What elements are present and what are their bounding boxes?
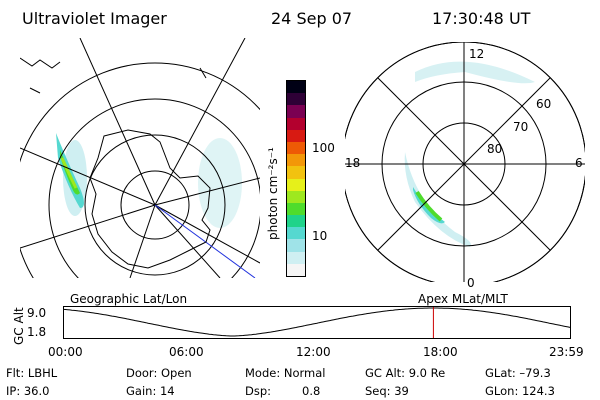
colorbar-segment	[287, 251, 305, 264]
timeline-xtick-2359: 23:59	[549, 345, 584, 359]
colorbar-segment	[287, 129, 305, 142]
right-panel-name: Apex MLat/MLT	[418, 292, 508, 306]
mlat-label-70: 70	[513, 120, 529, 134]
colorbar-segment	[287, 178, 305, 191]
colorbar-segment	[287, 141, 305, 155]
glon-info: GLon: 124.3	[485, 384, 555, 398]
instrument-title: Ultraviolet Imager	[22, 9, 167, 28]
timeline-ylabel: GC Alt	[12, 307, 26, 345]
timeline-xtick-0600: 06:00	[169, 345, 204, 359]
glat-info: GLat: –79.3	[485, 366, 551, 380]
colorbar	[286, 80, 306, 277]
mlt-label-6: 6	[575, 156, 583, 170]
colorbar-segment	[287, 81, 305, 94]
orbit-altitude-plot	[63, 306, 571, 339]
time-label: 17:30:48 UT	[432, 9, 531, 28]
colorbar-segment	[287, 239, 305, 252]
continent-outline	[89, 129, 211, 269]
mode-info: Mode: Normal	[245, 366, 326, 380]
timeline-xtick-0000: 00:00	[48, 345, 83, 359]
colorbar-segment	[287, 166, 305, 179]
mlt-label-12: 12	[469, 47, 485, 61]
left-panel-name: Geographic Lat/Lon	[70, 292, 188, 306]
colorbar-segment	[287, 154, 305, 167]
mlt-label-18: 18	[345, 156, 361, 170]
seq-info: Seq: 39	[365, 384, 409, 398]
timeline-ytick-max: 9.0	[27, 306, 47, 320]
colorbar-segment	[287, 202, 305, 216]
date-label: 24 Sep 07	[271, 9, 353, 28]
colorbar-tick-10: 10	[312, 229, 328, 243]
gain-info: Gain: 14	[126, 384, 175, 398]
ip-info: IP: 36.0	[6, 384, 50, 398]
mlt-label-0: 0	[467, 276, 475, 290]
colorbar-unit-label: photon cm⁻²s⁻¹	[266, 147, 280, 240]
dsp-value: 0.8	[302, 384, 321, 398]
geographic-map	[20, 38, 260, 278]
aurora-emission-left	[56, 133, 242, 228]
timeline-xtick-1800: 18:00	[423, 345, 458, 359]
altitude-curve	[63, 307, 571, 337]
timeline-xtick-1200: 12:00	[296, 345, 331, 359]
magnetic-polar-plot	[345, 42, 585, 282]
colorbar-segment	[287, 93, 305, 106]
colorbar-segment	[287, 263, 305, 276]
colorbar-segment	[287, 105, 305, 118]
colorbar-segment	[287, 190, 305, 203]
gc-alt-info: GC Alt: 9.0 Re	[365, 366, 446, 380]
timeline-ytick-min: 1.8	[27, 325, 47, 339]
colorbar-segment	[287, 227, 305, 240]
filter-info: Flt: LBHL	[6, 366, 58, 380]
mlat-label-60: 60	[536, 97, 552, 111]
colorbar-tick-100: 100	[312, 141, 335, 155]
dsp-label: Dsp:	[245, 384, 272, 398]
colorbar-segment	[287, 117, 305, 130]
colorbar-segment	[287, 215, 305, 228]
door-info: Door: Open	[126, 366, 192, 380]
mlat-label-80: 80	[487, 142, 503, 156]
